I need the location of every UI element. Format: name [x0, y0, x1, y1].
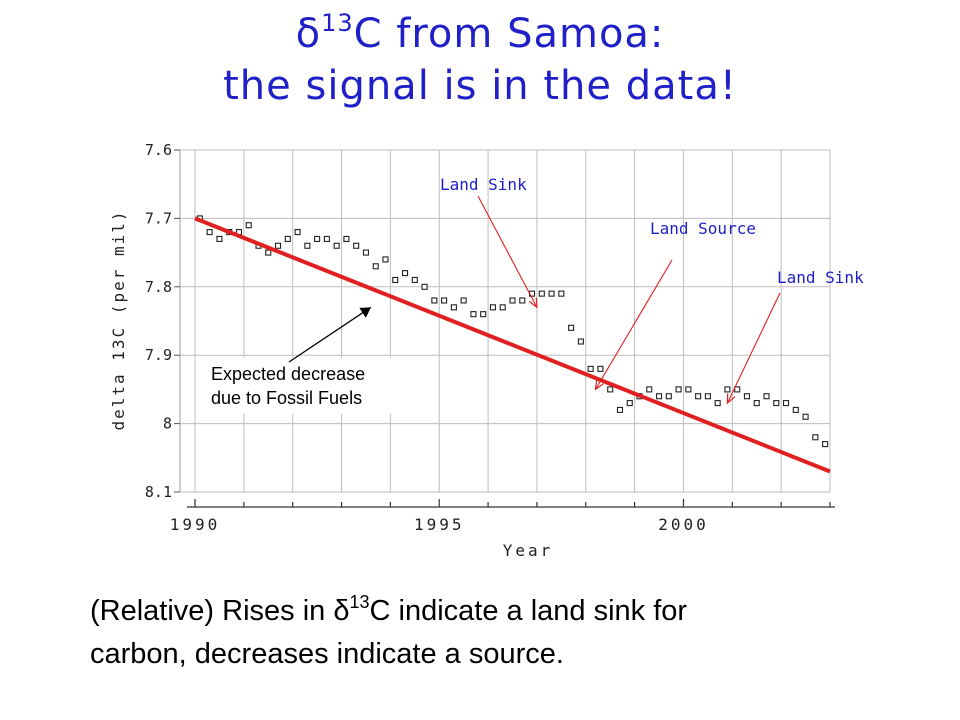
data-point: [343, 235, 350, 242]
data-point: [392, 276, 399, 284]
data-point: [587, 365, 594, 372]
data-point: [812, 434, 819, 441]
annotation-arrow: [727, 292, 781, 403]
title-superscript: 13: [321, 9, 354, 37]
data-point: [421, 283, 428, 290]
caption-line-1: (Relative) Rises in δ13C indicate a land…: [90, 590, 950, 633]
data-point: [294, 229, 301, 236]
data-point: [314, 235, 321, 242]
slide-title: δ13C from Samoa: the signal is in the da…: [0, 8, 960, 112]
data-point: [792, 406, 799, 413]
data-point: [695, 393, 702, 400]
trend-line: [194, 216, 831, 474]
data-point: [460, 297, 467, 304]
y-axis-title: delta 13C (per mil): [109, 209, 128, 430]
title-line-1: δ13C from Samoa:: [0, 8, 960, 60]
data-point: [616, 406, 624, 413]
y-tick-label: 7.6: [145, 141, 172, 159]
data-point: [372, 263, 379, 270]
data-point: [274, 242, 282, 249]
data-point: [441, 297, 448, 304]
data-point: [206, 229, 213, 236]
data-point: [607, 386, 614, 393]
data-point: [382, 256, 389, 263]
x-tick-label: 1990: [170, 515, 221, 534]
samoa-d13c-chart: 7.6 7.7 7.8 7.9 8 8.1 1990 1995 2000 Year delta 13…: [109, 141, 864, 560]
data-point: [704, 393, 711, 400]
y-tick-label: 7.7: [145, 209, 172, 227]
data-point: [626, 400, 633, 407]
x-axis-title: Year: [503, 541, 554, 560]
data-point: [577, 338, 584, 345]
data-point: [431, 297, 438, 304]
data-point: [353, 242, 360, 249]
data-point: [362, 249, 370, 256]
x-tick-label: 1995: [414, 515, 465, 534]
data-point: [665, 393, 672, 400]
data-point: [568, 324, 575, 331]
caption-prefix: (Relative) Rises in δ: [90, 595, 350, 627]
data-point: [548, 290, 555, 297]
data-point: [734, 386, 741, 393]
data-point: [323, 235, 330, 242]
data-point: [470, 311, 477, 318]
caption-superscript: 13: [349, 592, 370, 612]
caption-line1-rest: C indicate a land sink for: [369, 595, 688, 627]
data-point: [743, 393, 751, 400]
data-point: [646, 386, 653, 393]
y-tick-label: 7.8: [145, 278, 172, 296]
data-point: [597, 365, 604, 372]
y-tick-label: 8: [163, 415, 172, 433]
data-point: [558, 290, 565, 297]
data-point: [655, 393, 663, 400]
data-point: [499, 304, 506, 311]
x-tick-label: 2000: [658, 515, 709, 534]
data-point: [265, 249, 272, 256]
data-point: [802, 413, 809, 420]
data-series: [196, 215, 829, 448]
data-point: [216, 235, 223, 242]
title-symbol: δ: [295, 11, 322, 57]
data-point: [509, 297, 516, 304]
data-point: [333, 242, 340, 249]
annotation-label: Land Sink: [440, 175, 527, 194]
data-point: [822, 441, 829, 448]
data-point: [411, 276, 418, 284]
data-point: [245, 222, 252, 229]
annotation-label: Land Sink: [777, 268, 864, 287]
annotation-label: Expected decrease: [211, 364, 365, 384]
data-point: [782, 400, 790, 407]
title-line1-rest: C from Samoa:: [353, 11, 665, 57]
data-point: [724, 386, 731, 393]
annotation-arrow: [288, 306, 372, 363]
y-tick-label: 7.9: [145, 346, 172, 364]
data-point: [304, 242, 311, 249]
y-tick-label: 8.1: [145, 483, 172, 501]
data-point: [675, 386, 682, 393]
data-point: [519, 297, 526, 304]
data-point: [685, 386, 692, 393]
title-line-2: the signal is in the data!: [223, 63, 737, 109]
data-point: [538, 290, 545, 297]
annotation-arrow: [596, 259, 673, 389]
data-point: [773, 400, 780, 407]
data-point: [401, 270, 409, 277]
data-point: [450, 304, 457, 311]
annotation-label: due to Fossil Fuels: [211, 388, 362, 408]
data-point: [753, 400, 760, 407]
slide-caption: (Relative) Rises in δ13C indicate a land…: [90, 590, 950, 676]
annotation-box: [206, 358, 416, 414]
data-point: [714, 400, 721, 407]
caption-line-2: carbon, decreases indicate a source.: [90, 638, 564, 670]
annotation-arrow: [477, 195, 537, 307]
data-point: [489, 304, 497, 311]
data-point: [763, 393, 770, 400]
data-point: [284, 235, 291, 242]
data-point: [480, 311, 487, 318]
annotation-label: Land Source: [650, 219, 756, 238]
